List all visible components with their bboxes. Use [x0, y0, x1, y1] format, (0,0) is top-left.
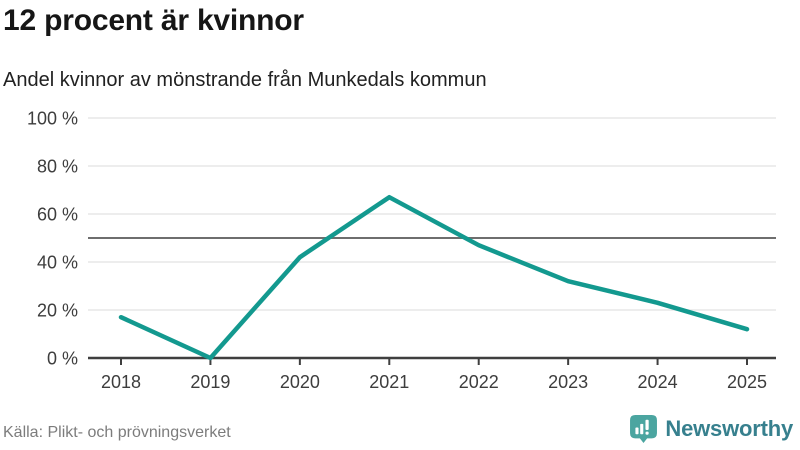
newsworthy-wordmark: Newsworthy: [665, 415, 793, 441]
y-tick-label: 20 %: [37, 301, 78, 321]
x-tick-label: 2025: [727, 372, 767, 392]
x-tick-label: 2018: [101, 372, 141, 392]
exclamation-dot: [645, 431, 650, 435]
y-tick-label: 0 %: [47, 349, 78, 369]
chart-subtitle: Andel kvinnor av mönstrande från Munkeda…: [3, 69, 487, 91]
y-tick-label: 40 %: [37, 253, 78, 273]
x-tick-label: 2022: [459, 372, 499, 392]
x-tick-label: 2023: [548, 372, 588, 392]
x-tick-label: 2019: [190, 372, 230, 392]
line-chart: 0 % 20 % 40 % 60 % 80 % 100 % 2018 2019 2020 2021…: [27, 109, 776, 392]
chart-header: 12 procent är kvinnor Andel kvinnor av m…: [3, 0, 783, 91]
source-caption: Källa: Plikt- och prövningsverket: [3, 424, 231, 441]
data-line: [118, 194, 750, 361]
newsworthy-logo-icon: [630, 415, 658, 443]
y-tick-label: 100 %: [27, 109, 78, 129]
newsworthy-logo: Newsworthy: [629, 414, 793, 443]
x-tick-label: 2024: [638, 372, 678, 392]
x-tick-label: 2020: [280, 372, 320, 392]
chart-title: 12 procent är kvinnor: [3, 4, 304, 37]
bar-small: [635, 427, 639, 435]
x-tick-label: 2021: [369, 372, 409, 392]
y-tick-label: 60 %: [37, 205, 78, 225]
bar-tall: [640, 423, 644, 435]
speech-bubble-shape: [630, 415, 658, 443]
exclamation-bar: [645, 419, 650, 431]
y-tick-label: 80 %: [37, 157, 78, 177]
chart-footer: Källa: Plikt- och prövningsverket Newswo…: [0, 406, 800, 450]
